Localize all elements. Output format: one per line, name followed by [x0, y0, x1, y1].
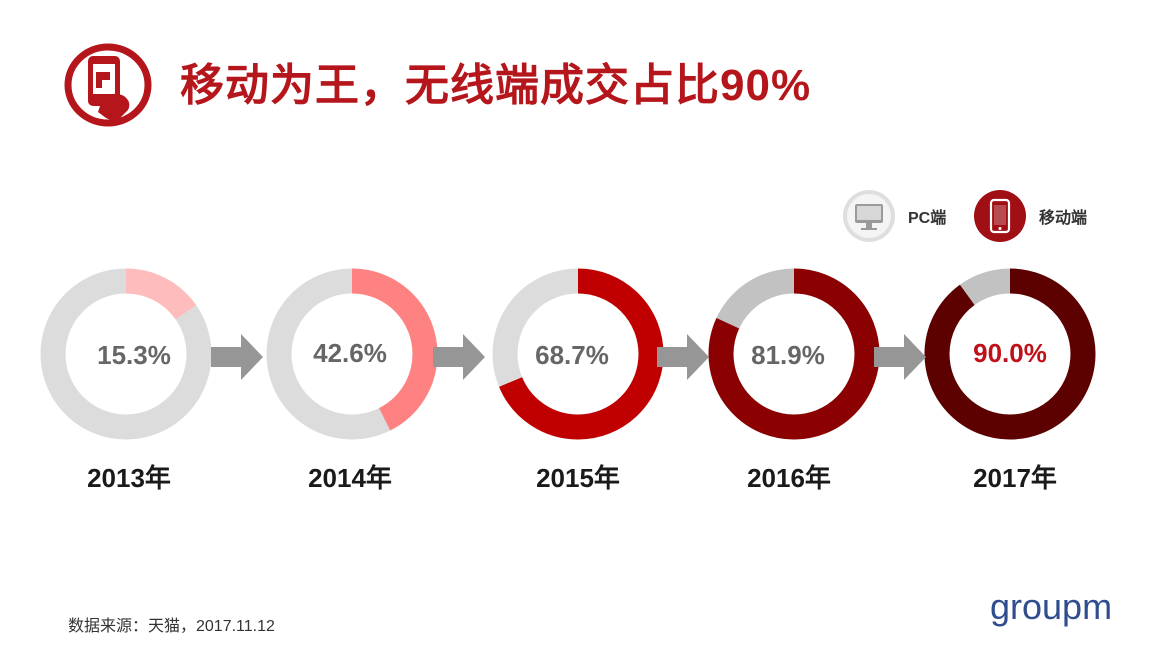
- arrow-right-icon: [657, 334, 709, 380]
- arrow-right-icon: [211, 334, 263, 380]
- donut-mobile-segment: [924, 268, 1096, 440]
- logo-text: groupm: [990, 586, 1112, 627]
- source-note: 数据来源：天猫，2017.11.12: [68, 618, 275, 635]
- year-label-2013: 2013年: [87, 463, 171, 493]
- pct-label-2016: 81.9%: [751, 340, 825, 370]
- arrow-right-icon: [874, 334, 926, 380]
- arrow-right-icon: [433, 334, 485, 380]
- mobile-hand-icon: [64, 43, 152, 127]
- pct-label-2014: 42.6%: [313, 338, 387, 368]
- donut-2016: [708, 268, 880, 440]
- pct-label-2017: 90.0%: [973, 338, 1047, 368]
- donut-2013: [40, 268, 212, 440]
- pct-label-2013: 15.3%: [97, 340, 171, 370]
- legend-mobile: 移动端: [973, 188, 1087, 244]
- donut-mobile-segment: [40, 268, 212, 440]
- donut-mobile-segment: [492, 268, 664, 440]
- legend-pc-label: PC端: [908, 210, 947, 227]
- donut-mobile-segment: [708, 268, 880, 440]
- pct-label-2015: 68.7%: [535, 340, 609, 370]
- donut-2017: [924, 268, 1096, 440]
- year-label-2017: 2017年: [973, 463, 1057, 493]
- legend-pc: PC端: [842, 188, 946, 244]
- year-label-2015: 2015年: [536, 463, 620, 493]
- legend-mobile-label: 移动端: [1039, 210, 1088, 227]
- phone-icon: [974, 190, 1026, 242]
- monitor-icon: [843, 190, 895, 242]
- donut-mobile-segment: [266, 268, 438, 440]
- donut-2015: [492, 268, 664, 440]
- year-label-2014: 2014年: [308, 463, 392, 493]
- page-title: 移动为王，无线端成交占比90%: [180, 61, 812, 110]
- groupm-logo: groupm: [990, 586, 1112, 627]
- year-label-2016: 2016年: [747, 463, 831, 493]
- donut-2014: [266, 268, 438, 440]
